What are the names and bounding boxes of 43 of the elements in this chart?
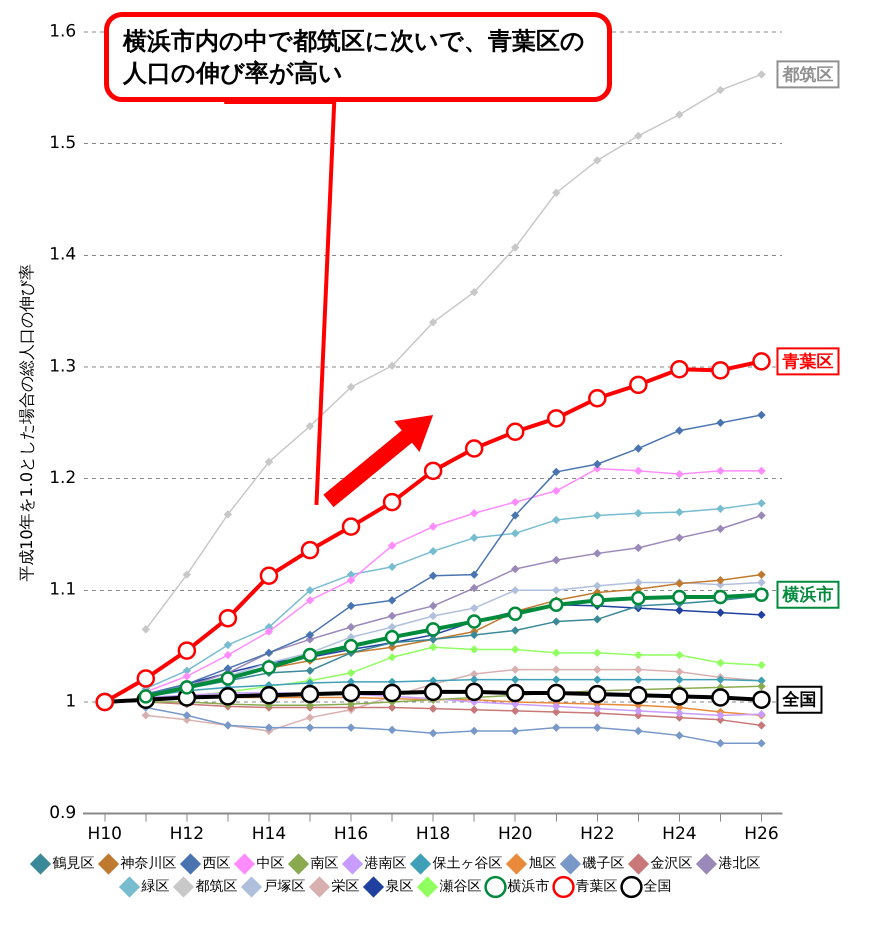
legend-label: 神奈川区: [120, 856, 176, 872]
y-tick-label: 1.3: [49, 356, 76, 376]
x-tick-label: H12: [170, 824, 204, 844]
y-tick-label: 1.4: [49, 244, 76, 265]
annotation: 青葉区: [781, 352, 834, 372]
annotation: 全国: [781, 690, 816, 710]
legend-label: 港南区: [364, 856, 406, 872]
x-tick-label: H10: [88, 824, 122, 844]
legend-label: 全国: [644, 878, 672, 895]
annotation: 都筑区: [781, 64, 834, 85]
y-tick-label: 1.2: [49, 468, 76, 488]
y-tick-label: 1: [65, 691, 76, 712]
x-tick-label: H20: [498, 824, 532, 844]
legend-label: 港北区: [718, 856, 760, 872]
legend-label: 保土ヶ谷区: [432, 856, 502, 872]
legend-label: 南区: [310, 856, 338, 872]
y-tick-label: 1.6: [49, 21, 76, 42]
legend-label: 泉区: [386, 878, 414, 895]
legend-label: 栄区: [332, 878, 360, 895]
legend-label: 横浜市: [508, 878, 550, 895]
legend-label: 西区: [202, 856, 230, 872]
x-tick-label: H22: [580, 824, 615, 844]
x-tick-label: H18: [416, 824, 450, 844]
legend-label: 青葉区: [576, 878, 618, 895]
x-tick-label: H26: [744, 824, 779, 844]
annotation: 横浜市内の中で都筑区に次いで、青葉区の人口の伸び率が高い: [104, 12, 612, 102]
x-tick-label: H14: [252, 824, 286, 844]
legend-label: 金沢区: [650, 856, 692, 872]
y-tick-label: 0.9: [49, 803, 76, 824]
legend-label: 戸塚区: [264, 878, 306, 895]
y-tick-label: 1.5: [49, 133, 76, 154]
y-axis-title: 平成10年を1.0とした場合の総人口の伸び率: [16, 264, 36, 582]
annotation: 横浜市: [781, 585, 834, 606]
legend-label: 緑区: [140, 878, 170, 895]
y-tick-label: 1.1: [49, 580, 76, 600]
legend-label: 磯子区: [582, 856, 624, 872]
legend-label: 都筑区: [196, 878, 238, 895]
x-tick-label: H24: [662, 824, 697, 844]
x-tick-label: H16: [334, 824, 368, 844]
legend-label: 中区: [256, 856, 284, 872]
legend-label: 鶴見区: [52, 856, 94, 872]
legend-label: 旭区: [528, 856, 556, 872]
legend-label: 瀬谷区: [440, 878, 482, 895]
